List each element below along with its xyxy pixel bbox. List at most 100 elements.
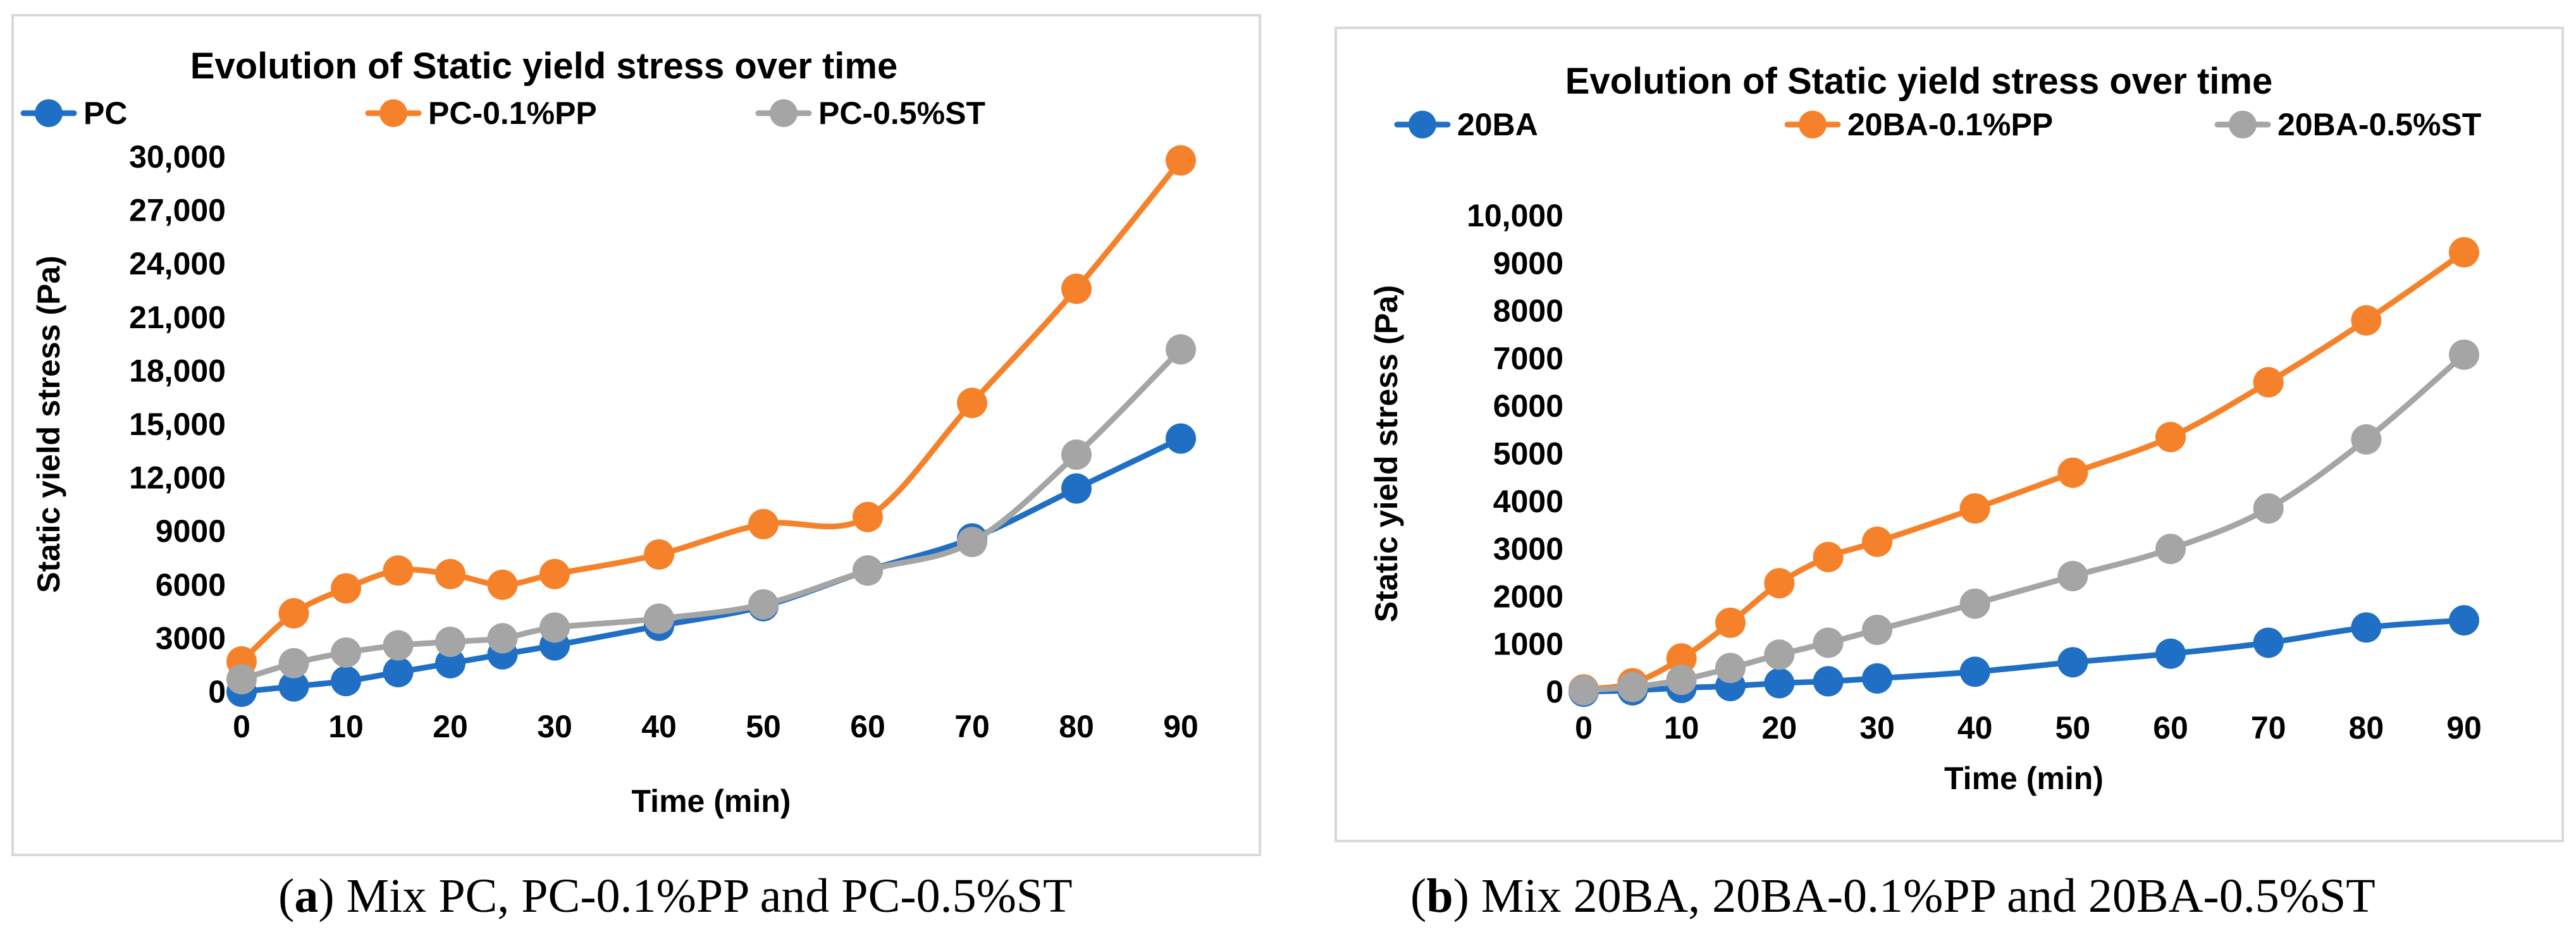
x-tick-label: 60 — [850, 709, 885, 744]
data-point — [487, 623, 518, 654]
data-point — [1959, 588, 1990, 619]
legend-swatch-marker — [379, 99, 407, 127]
y-tick-label: 3000 — [1493, 531, 1563, 567]
data-point — [1666, 643, 1697, 674]
data-point — [435, 627, 465, 658]
data-point — [539, 558, 570, 589]
caption-b-letter: b — [1426, 869, 1453, 923]
y-tick-label: 9000 — [156, 513, 226, 549]
y-tick-label: 6000 — [1493, 388, 1563, 424]
data-point — [383, 630, 414, 661]
y-tick-label: 4000 — [1493, 484, 1563, 519]
data-point — [1166, 145, 1196, 176]
legend-label: 20BA-0.5%ST — [2277, 107, 2481, 142]
series-line — [1583, 352, 2466, 694]
y-tick-label: 0 — [208, 674, 226, 709]
data-point — [226, 664, 257, 695]
y-tick-label: 7000 — [1493, 341, 1563, 376]
legend-label: PC-0.1%PP — [428, 95, 597, 131]
series-line — [241, 436, 1182, 695]
y-tick-label: 8000 — [1493, 293, 1563, 329]
data-point — [1813, 666, 1844, 697]
data-point — [331, 573, 361, 604]
y-tick-label: 21,000 — [129, 300, 226, 335]
x-tick-label: 70 — [2251, 710, 2286, 746]
series-line — [1583, 617, 2465, 695]
data-point — [1764, 639, 1795, 670]
x-tick-label: 80 — [2349, 710, 2384, 746]
chart-title: Evolution of Static yield stress over ti… — [190, 46, 897, 87]
legend-swatch-marker — [35, 99, 63, 127]
data-point — [1061, 473, 1092, 504]
y-tick-label: 30,000 — [129, 139, 226, 175]
legend-item: PC-0.5%ST — [755, 95, 985, 131]
caption-a: (a) Mix PC, PC-0.1%PP and PC-0.5%ST — [278, 869, 1073, 923]
x-axis-label: Time (min) — [1944, 761, 2104, 796]
x-tick-label: 90 — [2446, 710, 2482, 746]
y-tick-label: 6000 — [156, 567, 226, 603]
legend-label: PC-0.5%ST — [818, 95, 985, 131]
data-point — [748, 589, 779, 620]
data-point — [1813, 541, 1844, 572]
y-axis-label: Static yield stress (Pa) — [1369, 285, 1404, 623]
series-line — [240, 347, 1183, 682]
data-point — [2253, 627, 2284, 658]
data-point — [957, 527, 987, 558]
data-point — [2253, 367, 2284, 398]
x-axis-label: Time (min) — [632, 783, 791, 819]
data-point — [2057, 647, 2088, 678]
data-point — [1715, 607, 1746, 638]
x-tick-label: 90 — [1163, 709, 1199, 744]
data-point — [1764, 568, 1795, 599]
data-point — [1617, 672, 1648, 703]
x-tick-label: 50 — [746, 709, 781, 744]
data-point — [2155, 638, 2186, 669]
data-point — [487, 569, 518, 600]
data-point — [2155, 422, 2186, 453]
data-point — [1959, 493, 1990, 524]
legend-item: PC-0.1%PP — [365, 95, 597, 131]
x-tick-label: 30 — [537, 709, 572, 744]
legend-item: PC — [20, 95, 127, 131]
caption-b-text: Mix 20BA, 20BA-0.1%PP and 20BA-0.5%ST — [1481, 869, 2376, 923]
data-point — [278, 647, 309, 678]
x-tick-label: 10 — [328, 709, 364, 744]
x-tick-label: 40 — [641, 709, 677, 744]
data-point — [1666, 665, 1697, 696]
chart-a: Evolution of Static yield stress over ti… — [20, 46, 1199, 819]
data-point — [2449, 236, 2479, 267]
legend-item: 20BA — [1394, 107, 1538, 142]
chart-panel-b: Evolution of Static yield stress over ti… — [1334, 27, 2564, 842]
legend-swatch-marker — [770, 99, 798, 127]
data-point — [853, 501, 883, 532]
data-point — [539, 612, 570, 643]
data-point — [331, 666, 361, 697]
data-point — [2253, 493, 2284, 524]
y-tick-label: 9000 — [1493, 245, 1563, 281]
data-point — [435, 558, 465, 589]
data-point — [435, 647, 465, 678]
y-tick-label: 24,000 — [129, 246, 226, 281]
data-point — [2057, 457, 2088, 488]
x-tick-label: 10 — [1664, 710, 1699, 746]
data-point — [331, 637, 361, 668]
data-point — [1862, 615, 1892, 646]
data-point — [644, 539, 674, 570]
data-point — [2449, 605, 2479, 636]
data-point — [957, 388, 987, 419]
caption-a-letter: a — [294, 869, 319, 923]
data-point — [1568, 675, 1599, 706]
data-point — [2351, 612, 2382, 643]
data-point — [2351, 424, 2382, 455]
y-axis-label: Static yield stress (Pa) — [31, 255, 66, 593]
y-tick-label: 18,000 — [129, 353, 226, 388]
data-point — [278, 671, 309, 702]
x-tick-label: 40 — [1957, 710, 1993, 746]
data-point — [748, 508, 779, 539]
chart-panel-a: Evolution of Static yield stress over ti… — [11, 14, 1261, 856]
y-tick-label: 2000 — [1493, 579, 1563, 614]
x-tick-label: 80 — [1059, 709, 1094, 744]
chart-title: Evolution of Static yield stress over ti… — [1565, 61, 2272, 102]
data-point — [2449, 339, 2479, 370]
x-tick-label: 30 — [1859, 710, 1895, 746]
